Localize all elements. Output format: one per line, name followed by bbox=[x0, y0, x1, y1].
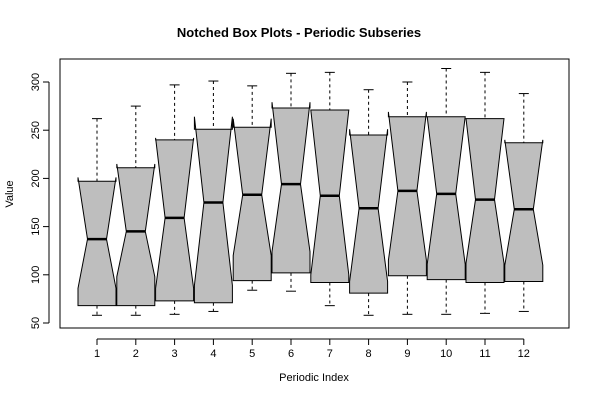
box-12 bbox=[504, 93, 544, 312]
x-axis-label: Periodic Index bbox=[279, 372, 349, 384]
notched-box bbox=[232, 118, 272, 282]
box-10 bbox=[426, 68, 466, 315]
y-tick-label: 300 bbox=[30, 73, 42, 91]
x-tick-label: 7 bbox=[327, 348, 333, 360]
x-axis: 1 2 3 4 5 6 7 8 9 10 11 12 bbox=[94, 338, 530, 360]
x-tick-label: 1 bbox=[94, 348, 100, 360]
notched-box bbox=[349, 129, 389, 294]
x-tick-label: 4 bbox=[210, 348, 216, 360]
notched-box bbox=[155, 137, 195, 302]
notched-box bbox=[426, 116, 466, 281]
y-tick-label: 50 bbox=[30, 317, 42, 329]
notched-box bbox=[116, 163, 156, 307]
x-tick-label: 5 bbox=[249, 348, 255, 360]
x-tick-label: 9 bbox=[404, 348, 410, 360]
box-5 bbox=[232, 85, 272, 291]
x-tick-label: 2 bbox=[133, 348, 139, 360]
y-axis-label: Value bbox=[4, 180, 16, 207]
notched-box bbox=[193, 116, 233, 304]
box-7 bbox=[310, 71, 350, 307]
y-axis: 50 100 150 200 250 300 bbox=[30, 73, 50, 329]
y-tick-label: 250 bbox=[30, 121, 42, 139]
notched-box bbox=[271, 102, 311, 274]
x-tick-label: 8 bbox=[366, 348, 372, 360]
x-tick-label: 6 bbox=[288, 348, 294, 360]
x-tick-label: 10 bbox=[440, 348, 452, 360]
box-4 bbox=[193, 80, 233, 312]
box-8 bbox=[349, 89, 389, 316]
box-6 bbox=[271, 72, 311, 292]
box-3 bbox=[155, 84, 195, 315]
x-tick-label: 3 bbox=[172, 348, 178, 360]
notched-box bbox=[387, 111, 427, 277]
x-tick-label: 12 bbox=[518, 348, 530, 360]
box-1 bbox=[77, 118, 117, 316]
box-11 bbox=[465, 71, 505, 314]
x-tick-label: 11 bbox=[479, 348, 490, 360]
notched-box bbox=[504, 139, 544, 283]
box-9 bbox=[387, 81, 427, 315]
boxes-layer bbox=[77, 68, 544, 316]
notched-box bbox=[77, 177, 117, 307]
y-tick-label: 150 bbox=[30, 217, 42, 235]
y-tick-label: 100 bbox=[30, 266, 42, 284]
plot-frame bbox=[59, 58, 570, 329]
box-2 bbox=[116, 105, 156, 316]
chart-title: Notched Box Plots - Periodic Subseries bbox=[177, 25, 421, 40]
y-tick-label: 200 bbox=[30, 169, 42, 187]
